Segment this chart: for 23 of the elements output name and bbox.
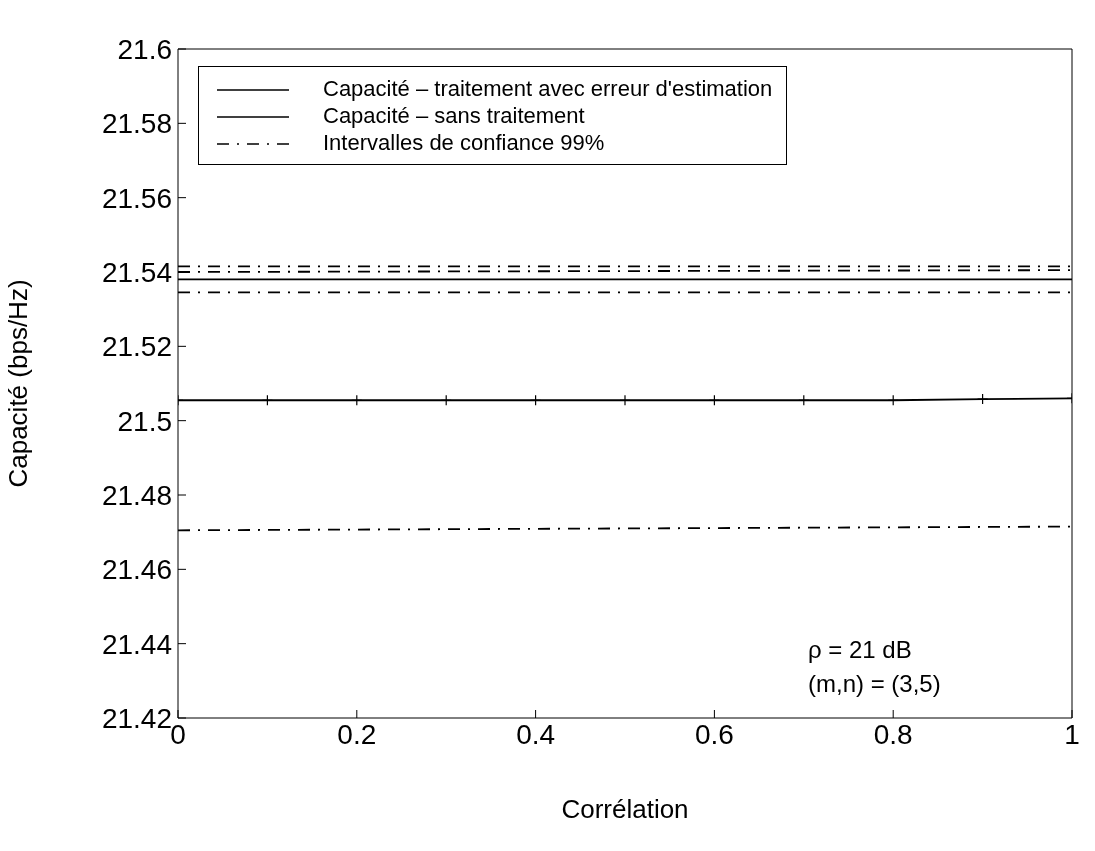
x-tick-label: 1: [1064, 718, 1080, 750]
annotation: (m,n) = (3,5): [808, 669, 941, 699]
y-tick-label: 21.5: [117, 405, 172, 437]
x-tick-label: 0.2: [337, 718, 377, 750]
x-axis-title: Corrélation: [561, 794, 689, 824]
y-tick-label: 21.52: [101, 331, 172, 363]
y-tick-label: 21.44: [101, 628, 172, 660]
y-tick-label: 21.58: [101, 108, 172, 140]
legend-label: Intervalles de confiance 99%: [323, 130, 605, 155]
x-tick-label: 0.4: [516, 718, 556, 750]
legend-label: Capacité – sans traitement: [323, 103, 585, 128]
x-tick-label: 0: [170, 718, 186, 750]
y-tick-label: 21.6: [117, 33, 172, 65]
y-tick-label: 21.48: [101, 479, 172, 511]
y-tick-label: 21.46: [101, 554, 172, 586]
x-tick-label: 0.8: [873, 718, 913, 750]
legend-label: Capacité – traitement avec erreur d'estimation: [323, 76, 773, 101]
y-axis-title: Capacité (bps/Hz): [3, 279, 34, 488]
y-tick-label: 21.42: [101, 702, 172, 734]
x-tick-label: 0.6: [694, 718, 734, 750]
annotation: ρ = 21 dB: [808, 635, 913, 665]
y-tick-label: 21.54: [101, 256, 172, 288]
y-tick-label: 21.56: [101, 182, 172, 214]
